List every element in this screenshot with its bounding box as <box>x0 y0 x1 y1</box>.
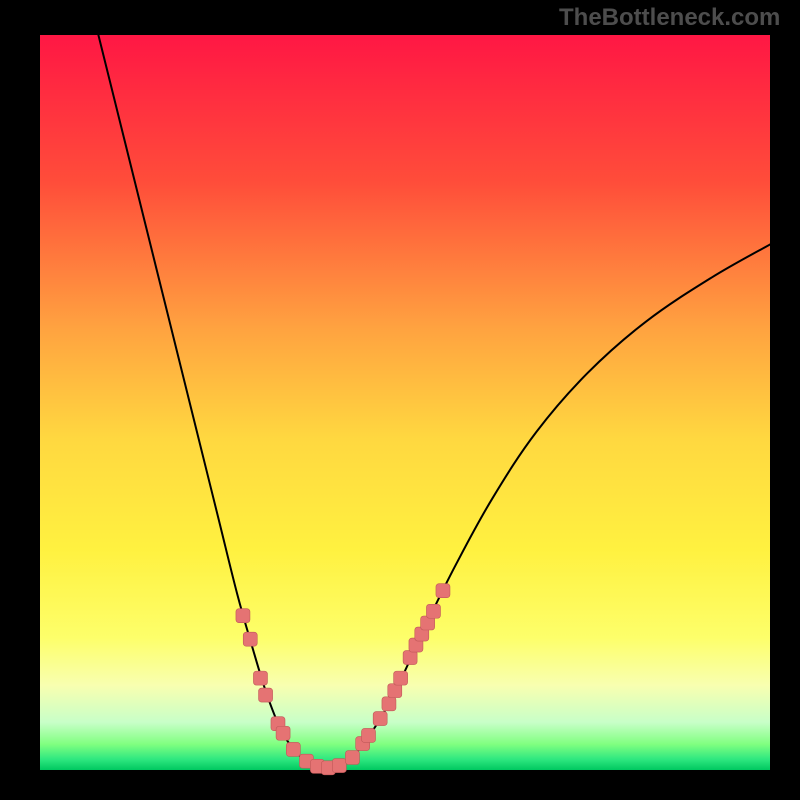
data-marker <box>243 632 257 646</box>
data-marker <box>373 712 387 726</box>
data-marker <box>236 609 250 623</box>
data-marker <box>345 751 359 765</box>
data-marker <box>362 728 376 742</box>
chart-svg <box>0 0 800 800</box>
data-marker <box>403 651 417 665</box>
data-marker <box>436 584 450 598</box>
curve <box>98 35 324 769</box>
data-marker <box>276 726 290 740</box>
data-marker <box>394 671 408 685</box>
data-marker <box>388 684 402 698</box>
bottleneck-chart: TheBottleneck.com <box>0 0 800 800</box>
data-marker <box>332 759 346 773</box>
data-marker <box>426 604 440 618</box>
data-marker <box>382 697 396 711</box>
data-marker <box>253 671 267 685</box>
attribution-text: TheBottleneck.com <box>559 4 780 32</box>
data-marker <box>259 688 273 702</box>
data-marker <box>286 742 300 756</box>
